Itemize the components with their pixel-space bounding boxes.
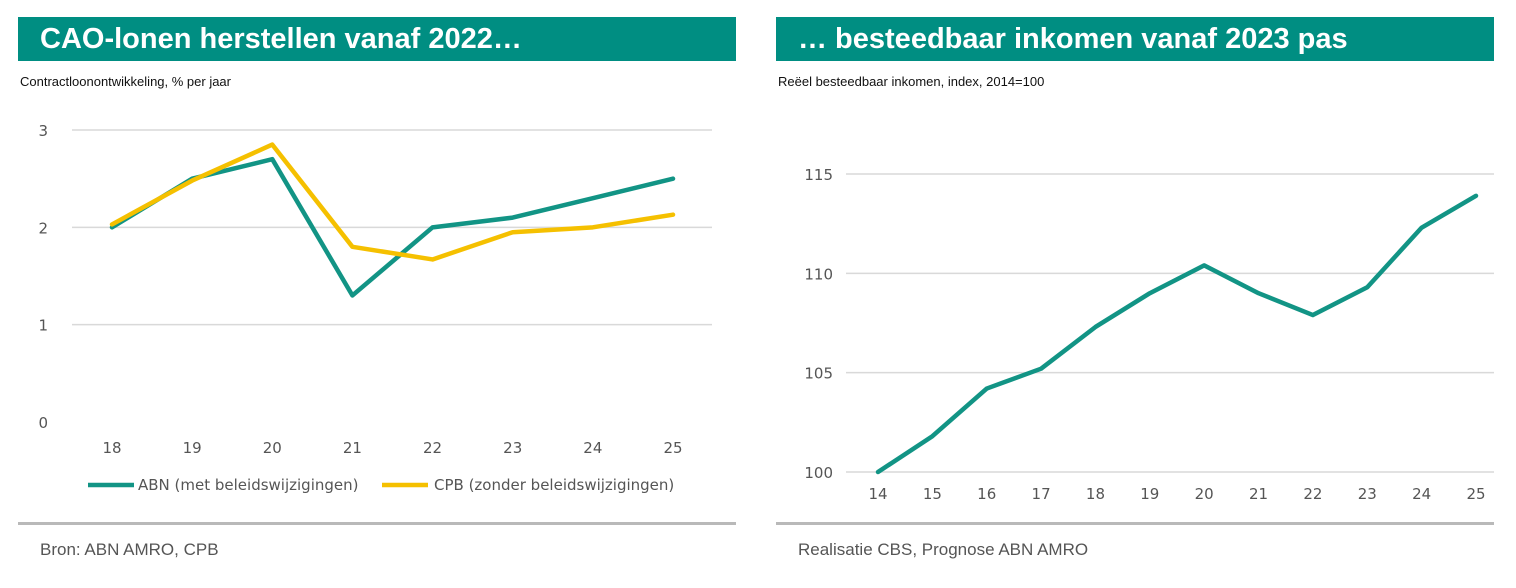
x-tick-label: 25 <box>663 439 682 457</box>
left-chart-subtitle: Contractloonontwikkeling, % per jaar <box>20 74 231 89</box>
y-tick-label: 1 <box>38 317 48 335</box>
x-tick-label: 16 <box>977 485 996 503</box>
right-chart: 100 105 110 115 14 15 16 17 18 19 20 21 22 23 24 25 <box>804 166 1494 503</box>
x-tick-label: 24 <box>1412 485 1431 503</box>
x-tick-label: 19 <box>183 439 202 457</box>
right-chart-subtitle: Reëel besteedbaar inkomen, index, 2014=1… <box>778 74 1045 89</box>
y-tick-label: 110 <box>804 265 833 283</box>
x-tick-label: 22 <box>1303 485 1322 503</box>
x-tick-label: 21 <box>343 439 362 457</box>
x-tick-label: 14 <box>868 485 887 503</box>
x-tick-label: 18 <box>1086 485 1105 503</box>
y-tick-label: 115 <box>804 166 833 184</box>
income-series-line <box>875 193 1479 475</box>
left-bottom-rule <box>18 522 736 525</box>
x-tick-label: 18 <box>102 439 121 457</box>
y-tick-label: 105 <box>804 365 833 383</box>
x-tick-label: 19 <box>1140 485 1159 503</box>
x-tick-label: 22 <box>423 439 442 457</box>
y-tick-label: 0 <box>38 414 48 432</box>
left-chart-title: CAO-lonen herstellen vanaf 2022… <box>40 23 522 55</box>
x-tick-label: 24 <box>583 439 602 457</box>
x-tick-label: 20 <box>1195 485 1214 503</box>
x-tick-label: 23 <box>503 439 522 457</box>
x-tick-label: 17 <box>1032 485 1051 503</box>
left-title-bar: CAO-lonen herstellen vanaf 2022… <box>18 17 736 61</box>
x-tick-label: 15 <box>923 485 942 503</box>
x-tick-label: 20 <box>263 439 282 457</box>
y-tick-label: 100 <box>804 464 833 482</box>
right-source: Realisatie CBS, Prognose ABN AMRO <box>798 540 1089 559</box>
right-chart-title: … besteedbaar inkomen vanaf 2023 pas <box>798 23 1348 55</box>
right-bottom-rule <box>776 522 1494 525</box>
y-tick-label: 2 <box>38 219 48 237</box>
x-tick-label: 21 <box>1249 485 1268 503</box>
left-source: Bron: ABN AMRO, CPB <box>40 540 219 559</box>
right-title-bar: … besteedbaar inkomen vanaf 2023 pas <box>776 17 1494 61</box>
cpb-series-line <box>109 142 676 262</box>
legend-label: CPB (zonder beleidswijzigingen) <box>434 476 674 494</box>
x-tick-label: 25 <box>1466 485 1485 503</box>
legend-label: ABN (met beleidswijzigingen) <box>138 476 358 494</box>
x-tick-label: 23 <box>1358 485 1377 503</box>
y-tick-label: 3 <box>38 122 48 140</box>
